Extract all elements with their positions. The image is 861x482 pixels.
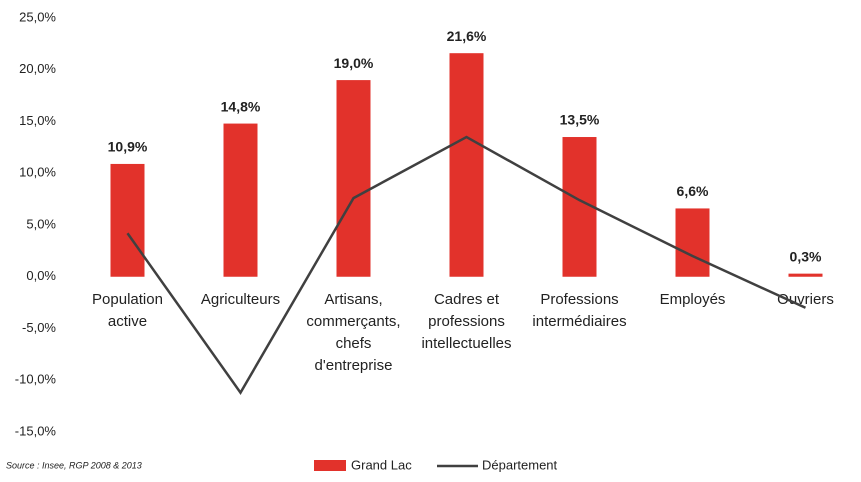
x-tick-label-line: commerçants, xyxy=(306,313,400,330)
x-tick-label-line: Artisans, xyxy=(324,291,382,308)
x-tick-label-line: intermédiaires xyxy=(532,313,626,330)
x-tick-label-line: Agriculteurs xyxy=(201,291,280,308)
data-label: 19,0% xyxy=(334,55,374,71)
x-tick-label: Cadres et professions intellectuelles xyxy=(421,291,511,352)
y-tick-label: 25,0% xyxy=(19,9,56,24)
x-tick-label-line: Professions xyxy=(540,291,618,308)
y-tick-label: -5,0% xyxy=(22,320,56,335)
bar xyxy=(675,208,710,277)
x-tick-label-line: chefs xyxy=(336,335,372,352)
y-tick-label: 15,0% xyxy=(19,113,56,128)
x-tick-label: Employés xyxy=(660,291,726,308)
y-tick-label: -10,0% xyxy=(15,372,57,387)
bar xyxy=(336,80,371,277)
data-label: 10,9% xyxy=(108,139,148,155)
y-tick-label: 20,0% xyxy=(19,61,56,76)
bar xyxy=(110,163,145,277)
data-label: 13,5% xyxy=(560,112,600,128)
legend-label: Grand Lac xyxy=(351,457,412,472)
y-tick-label: 5,0% xyxy=(26,216,56,231)
x-tick-label-line: d'entreprise xyxy=(315,357,393,374)
x-tick-label: Agriculteurs xyxy=(201,291,280,308)
x-tick-label-line: active xyxy=(108,313,147,330)
x-tick-label-line: Population xyxy=(92,291,163,308)
x-tick-label-line: professions xyxy=(428,313,505,330)
legend-label: Département xyxy=(482,457,558,472)
bar xyxy=(223,123,258,277)
x-tick-label-line: intellectuelles xyxy=(421,335,511,352)
legend-swatch xyxy=(314,460,346,471)
line xyxy=(126,135,807,395)
data-label: 21,6% xyxy=(447,28,487,44)
x-tick-label: Artisans, commerçants, chefs d'entreprise xyxy=(306,291,400,374)
x-tick-label-line: Cadres et xyxy=(434,291,500,308)
source-note: Source : Insee, RGP 2008 & 2013 xyxy=(6,460,142,470)
bar xyxy=(449,53,484,277)
x-tick-label: Ouvriers xyxy=(777,291,834,308)
y-tick-label: -15,0% xyxy=(15,423,57,438)
x-tick-label: Population active xyxy=(92,291,163,330)
y-tick-label: 0,0% xyxy=(26,268,56,283)
data-label: 6,6% xyxy=(677,183,709,199)
x-tick-label-line: Ouvriers xyxy=(777,291,834,308)
x-tick-label-line: Employés xyxy=(660,291,726,308)
data-label: 14,8% xyxy=(221,98,261,114)
data-label: 0,3% xyxy=(790,248,822,264)
bar xyxy=(788,273,823,277)
x-tick-label: Professions intermédiaires xyxy=(532,291,626,330)
y-tick-label: 10,0% xyxy=(19,165,56,180)
